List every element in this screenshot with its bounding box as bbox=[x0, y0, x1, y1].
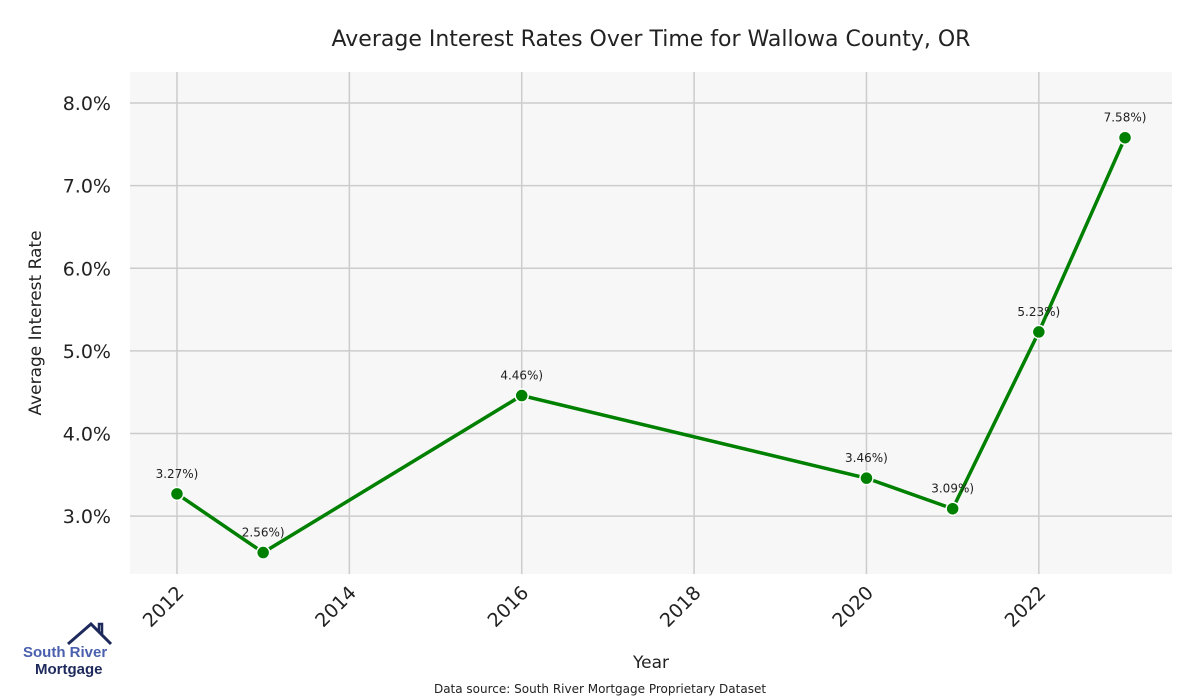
y-tick-label: 7.0% bbox=[63, 176, 111, 198]
plot-area bbox=[130, 72, 1172, 574]
data-label: 3.27%) bbox=[156, 467, 199, 481]
data-point bbox=[169, 486, 185, 502]
x-axis-label: Year bbox=[632, 653, 669, 673]
house-roof-icon bbox=[67, 622, 113, 646]
data-point bbox=[514, 388, 529, 403]
south-river-mortgage-logo: South River Mortgage bbox=[22, 622, 114, 678]
x-tick-label: 2016 bbox=[484, 582, 534, 632]
data-source-note: Data source: South River Mortgage Propri… bbox=[434, 682, 766, 696]
x-tick-label: 2014 bbox=[311, 582, 361, 632]
y-tick-label: 6.0% bbox=[63, 258, 111, 280]
logo-line-2: Mortgage bbox=[35, 661, 103, 678]
y-axis-label: Average Interest Rate bbox=[26, 230, 46, 415]
data-point bbox=[1117, 130, 1133, 145]
y-tick-label: 4.0% bbox=[63, 424, 111, 446]
x-tick-label: 2018 bbox=[656, 582, 706, 632]
chart-title: Average Interest Rates Over Time for Wal… bbox=[332, 27, 971, 52]
data-label: 3.46%) bbox=[845, 451, 888, 465]
data-point bbox=[945, 501, 960, 516]
x-tick-label: 2012 bbox=[139, 582, 189, 632]
data-label: 3.09%) bbox=[931, 482, 974, 496]
logo-line-1: South River bbox=[23, 644, 108, 661]
data-label: 5.23%) bbox=[1017, 305, 1060, 319]
data-point bbox=[255, 545, 271, 560]
data-label: 2.56%) bbox=[242, 526, 285, 540]
data-label: 4.46%) bbox=[500, 369, 543, 383]
y-tick-label: 3.0% bbox=[63, 506, 111, 528]
data-label: 7.58%) bbox=[1104, 111, 1147, 125]
data-point bbox=[1031, 324, 1047, 340]
y-tick-label: 8.0% bbox=[63, 93, 111, 115]
data-point bbox=[859, 470, 874, 486]
x-tick-label: 2022 bbox=[1001, 582, 1051, 632]
y-tick-label: 5.0% bbox=[63, 341, 111, 363]
x-tick-label: 2020 bbox=[828, 582, 878, 632]
